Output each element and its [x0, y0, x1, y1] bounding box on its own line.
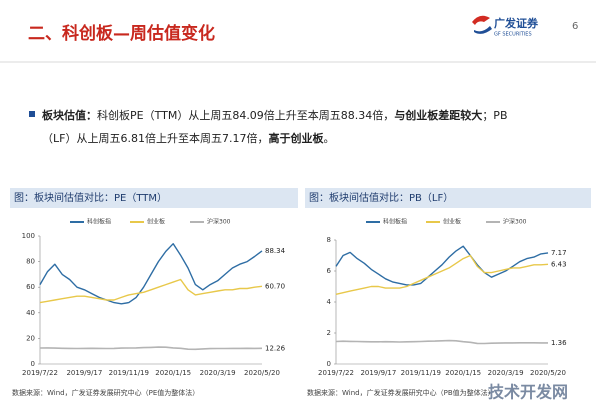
source: 数据来源：Wind，广发证券发展研究中心（PE值为整体法）: [12, 388, 199, 397]
data-label: 88.34: [265, 247, 286, 255]
y-tick-label: 2: [327, 329, 331, 337]
series-line: [39, 278, 263, 304]
watermark: 技术开发网: [488, 383, 568, 402]
legend-label: 沪深300: [503, 218, 527, 226]
bullet-run: 板块估值：: [42, 108, 97, 122]
legend-label: 科创板指: [383, 218, 407, 226]
y-tick-label: 6: [327, 267, 332, 275]
y-tick-label: 60: [26, 283, 35, 291]
bullet-run: （LF）从上周五6.81倍上升至本周五7.17倍，: [42, 131, 268, 145]
panel-title: 图：板块间估值对比：PB（LF）: [309, 191, 453, 204]
logo-icon: [472, 15, 490, 25]
x-tick-label: 2019/9/17: [66, 369, 102, 377]
bullet-line: （LF）从上周五6.81倍上升至本周五7.17倍，高于创业板。: [42, 131, 334, 145]
y-tick-label: 80: [26, 258, 35, 266]
y-tick-label: 4: [327, 298, 332, 306]
source: 数据来源：Wind，广发证券发展研究中心（PB值为整体法）: [307, 388, 495, 397]
x-tick-label: 2019/7/22: [22, 369, 58, 377]
logo-text: 广发证券: [494, 16, 539, 30]
x-tick-label: 2020/1/15: [445, 369, 481, 377]
data-label: 7.17: [551, 249, 567, 257]
x-tick-label: 2019/7/22: [318, 369, 354, 377]
bullet-run: 高于创业板: [268, 131, 324, 145]
logo-en: GF SECURITIES: [494, 32, 532, 38]
data-label: 6.43: [551, 260, 567, 268]
bullet: 板块估值：科创板PE（TTM）从上周五84.09倍上升至本周五88.34倍，与创…: [42, 108, 508, 145]
y-tick-label: 100: [22, 232, 35, 240]
x-tick-label: 2020/3/19: [200, 369, 236, 377]
slide-title: 二、科创板—周估值变化: [28, 23, 215, 44]
data-label: 60.70: [265, 282, 285, 290]
bullet-run: ；PB: [482, 109, 507, 122]
panel-title-bg: [10, 188, 298, 208]
bullet-run: 与创业板差距较大: [394, 108, 482, 122]
series-line: [335, 254, 549, 295]
x-tick-label: 2020/3/19: [488, 369, 524, 377]
legend-label: 科创板指: [87, 218, 111, 226]
x-tick-label: 2019/11/19: [401, 369, 441, 377]
y-tick-label: 8: [327, 236, 331, 244]
x-tick-label: 2020/1/15: [155, 369, 191, 377]
page-number: 6: [572, 21, 578, 32]
x-tick-label: 2019/9/17: [360, 369, 396, 377]
series-line: [335, 339, 548, 345]
legend-label: 创业板: [443, 218, 461, 226]
y-tick-label: 20: [26, 334, 35, 342]
series-line: [335, 245, 549, 286]
panel-title-bg: [305, 188, 591, 208]
x-tick-label: 2020/5/20: [530, 369, 566, 377]
bullet-run: 。: [323, 132, 334, 145]
panel-title: 图：板块间估值对比：PE（TTM）: [14, 191, 167, 204]
x-tick-label: 2019/11/19: [109, 369, 149, 377]
series-line: [39, 243, 263, 305]
data-label: 1.36: [551, 339, 567, 347]
y-tick-label: 40: [26, 309, 35, 317]
bullet-line: 板块估值：科创板PE（TTM）从上周五84.09倍上升至本周五88.34倍，与创…: [42, 108, 508, 122]
legend-label: 创业板: [147, 218, 165, 226]
legend-label: 沪深300: [207, 218, 231, 226]
bullet-marker: [29, 111, 35, 117]
series-line: [39, 346, 263, 351]
y-tick-label: 0: [31, 360, 35, 368]
logo-icon: [474, 26, 492, 34]
x-tick-label: 2020/5/20: [244, 369, 280, 377]
data-label: 12.26: [265, 344, 286, 352]
y-tick-label: 0: [327, 360, 331, 368]
bullet-run: 科创板PE（TTM）从上周五84.09倍上升至本周五88.34倍，: [97, 108, 394, 122]
